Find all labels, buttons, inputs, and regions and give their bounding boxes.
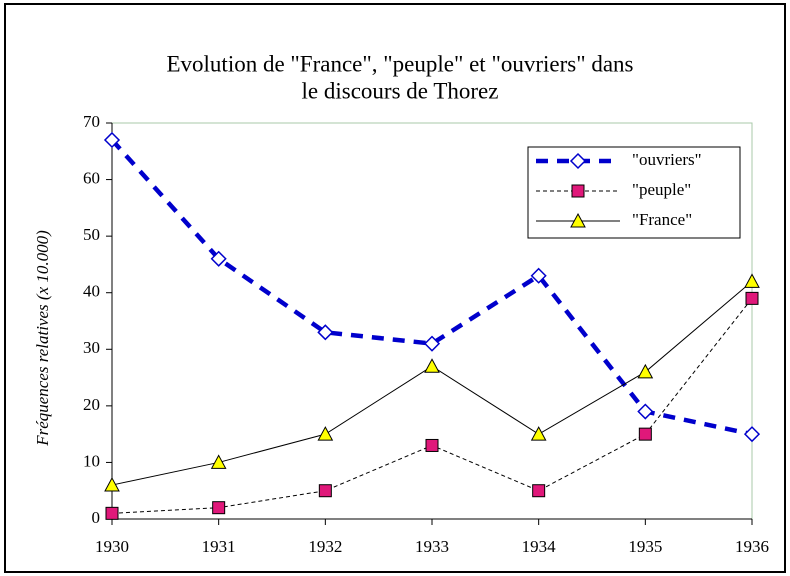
y-tick-label: 0 xyxy=(92,508,101,527)
y-tick-label: 20 xyxy=(83,395,100,414)
y-tick-label: 70 xyxy=(83,112,100,131)
marker xyxy=(424,358,440,373)
y-tick-label: 40 xyxy=(83,282,100,301)
marker xyxy=(570,212,586,228)
x-tick-label: 1932 xyxy=(308,537,342,556)
marker xyxy=(530,426,547,441)
marker xyxy=(530,267,547,284)
x-tick-label: 1933 xyxy=(415,537,449,556)
marker xyxy=(317,426,334,441)
marker xyxy=(743,426,761,443)
legend-label: "peuple" xyxy=(632,180,691,199)
marker xyxy=(571,184,585,198)
series-line xyxy=(111,298,753,514)
frame xyxy=(4,3,786,573)
legend-label: "ouvriers" xyxy=(632,150,702,169)
x-tick-label: 1935 xyxy=(628,537,662,556)
marker xyxy=(317,324,334,341)
marker xyxy=(745,291,759,305)
marker xyxy=(210,250,227,267)
marker xyxy=(318,484,332,498)
marker xyxy=(569,152,587,170)
marker xyxy=(532,484,546,498)
x-tick-label: 1931 xyxy=(202,537,236,556)
marker xyxy=(637,363,654,379)
x-tick-label: 1930 xyxy=(95,537,129,556)
marker xyxy=(637,403,654,420)
y-tick-label: 60 xyxy=(83,168,100,187)
y-tick-label: 10 xyxy=(83,451,100,470)
marker xyxy=(103,131,121,149)
marker xyxy=(210,454,227,469)
marker xyxy=(744,273,760,288)
x-tick-label: 1936 xyxy=(735,537,769,556)
marker xyxy=(423,335,441,352)
marker xyxy=(425,438,439,452)
x-tick-label: 1934 xyxy=(522,537,557,556)
series-line xyxy=(111,281,753,486)
y-tick-label: 30 xyxy=(83,338,100,357)
marker xyxy=(104,477,120,492)
y-tick-label: 50 xyxy=(83,225,100,244)
legend-label: "France" xyxy=(632,210,692,229)
marker xyxy=(638,427,652,441)
marker xyxy=(212,501,226,515)
chart-title: Evolution de "France", "peuple" et "ouvr… xyxy=(166,51,633,76)
y-axis-label: Fréquences relatives (x 10.000) xyxy=(33,230,52,447)
marker xyxy=(105,506,119,520)
chart-title: le discours de Thorez xyxy=(302,78,499,103)
